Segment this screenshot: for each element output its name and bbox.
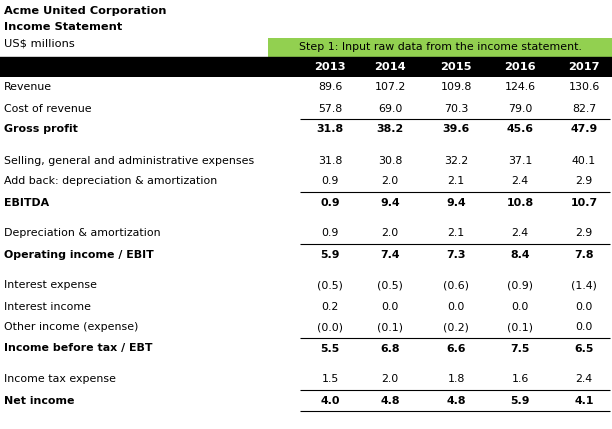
Text: Revenue: Revenue [4,82,52,93]
Text: 4.8: 4.8 [380,396,400,405]
Text: (0.9): (0.9) [507,281,533,290]
Text: 4.8: 4.8 [446,396,466,405]
Text: 10.7: 10.7 [570,197,597,208]
Text: 1.5: 1.5 [321,375,338,384]
Text: 2017: 2017 [569,62,600,72]
Text: 7.4: 7.4 [380,250,400,260]
Text: 107.2: 107.2 [375,82,406,93]
Text: Depreciation & amortization: Depreciation & amortization [4,229,160,239]
Text: Income tax expense: Income tax expense [4,375,116,384]
Text: Other income (expense): Other income (expense) [4,323,138,332]
Text: 2.0: 2.0 [381,229,398,239]
Text: 0.0: 0.0 [381,302,398,311]
Text: 109.8: 109.8 [440,82,472,93]
Text: 2.1: 2.1 [447,176,465,187]
Text: (0.0): (0.0) [317,323,343,332]
Text: (0.1): (0.1) [377,323,403,332]
Text: Income Statement: Income Statement [4,22,122,32]
Text: 2.9: 2.9 [575,176,592,187]
Text: 7.8: 7.8 [574,250,594,260]
Text: Acme United Corporation: Acme United Corporation [4,6,166,16]
Text: 130.6: 130.6 [569,82,600,93]
Text: 9.4: 9.4 [380,197,400,208]
Text: 0.9: 0.9 [321,229,338,239]
Text: 0.0: 0.0 [511,302,529,311]
Text: 2016: 2016 [504,62,536,72]
Text: Income before tax / EBT: Income before tax / EBT [4,344,152,353]
Text: 9.4: 9.4 [446,197,466,208]
Text: 5.9: 5.9 [320,250,340,260]
Text: 31.8: 31.8 [316,124,343,135]
Text: 5.5: 5.5 [320,344,340,353]
Text: (0.5): (0.5) [377,281,403,290]
Text: (0.5): (0.5) [317,281,343,290]
Text: 4.0: 4.0 [320,396,340,405]
Text: Selling, general and administrative expenses: Selling, general and administrative expe… [4,155,254,166]
Text: 79.0: 79.0 [508,103,532,114]
Bar [268,38,612,57]
Text: 8.4: 8.4 [510,250,530,260]
Text: 2.0: 2.0 [381,176,398,187]
Text: 2.9: 2.9 [575,229,592,239]
Text: 0.9: 0.9 [320,197,340,208]
Text: 0.0: 0.0 [447,302,465,311]
Text: 2.1: 2.1 [447,229,465,239]
Text: Add back: depreciation & amortization: Add back: depreciation & amortization [4,176,217,187]
Text: US$ millions: US$ millions [4,38,75,48]
Text: 40.1: 40.1 [572,155,596,166]
Text: Net income: Net income [4,396,75,405]
Text: 37.1: 37.1 [508,155,532,166]
Text: 2.4: 2.4 [512,176,529,187]
Text: Gross profit: Gross profit [4,124,78,135]
Text: 6.6: 6.6 [446,344,466,353]
Text: (0.6): (0.6) [443,281,469,290]
Text: 10.8: 10.8 [507,197,534,208]
Text: 1.6: 1.6 [511,375,529,384]
Text: 4.1: 4.1 [574,396,594,405]
Text: 30.8: 30.8 [378,155,402,166]
Text: 0.9: 0.9 [321,176,338,187]
Text: 1.8: 1.8 [447,375,465,384]
Text: 7.5: 7.5 [510,344,530,353]
Text: 57.8: 57.8 [318,103,342,114]
Text: (1.4): (1.4) [571,281,597,290]
Text: 5.9: 5.9 [510,396,530,405]
Text: 82.7: 82.7 [572,103,596,114]
Text: 39.6: 39.6 [442,124,469,135]
Text: (0.1): (0.1) [507,323,533,332]
Text: 2015: 2015 [440,62,472,72]
Text: 2.4: 2.4 [512,229,529,239]
Text: 32.2: 32.2 [444,155,468,166]
Text: 0.0: 0.0 [575,323,592,332]
Text: Cost of revenue: Cost of revenue [4,103,92,114]
Text: 45.6: 45.6 [507,124,534,135]
Text: 89.6: 89.6 [318,82,342,93]
Text: 2.0: 2.0 [381,375,398,384]
Text: 70.3: 70.3 [444,103,468,114]
Text: 38.2: 38.2 [376,124,404,135]
Text: Operating income / EBIT: Operating income / EBIT [4,250,154,260]
Text: 69.0: 69.0 [378,103,402,114]
Bar [0,57,612,77]
Text: 31.8: 31.8 [318,155,342,166]
Text: 6.8: 6.8 [380,344,400,353]
Text: 7.3: 7.3 [446,250,466,260]
Text: Interest expense: Interest expense [4,281,97,290]
Text: EBITDA: EBITDA [4,197,49,208]
Text: 47.9: 47.9 [570,124,598,135]
Text: 2.4: 2.4 [575,375,592,384]
Text: 2013: 2013 [314,62,346,72]
Text: 0.0: 0.0 [575,302,592,311]
Text: Interest income: Interest income [4,302,91,311]
Text: 0.2: 0.2 [321,302,338,311]
Text: 6.5: 6.5 [574,344,594,353]
Text: Step 1: Input raw data from the income statement.: Step 1: Input raw data from the income s… [299,42,581,52]
Text: 2014: 2014 [374,62,406,72]
Text: 124.6: 124.6 [504,82,536,93]
Text: (0.2): (0.2) [443,323,469,332]
